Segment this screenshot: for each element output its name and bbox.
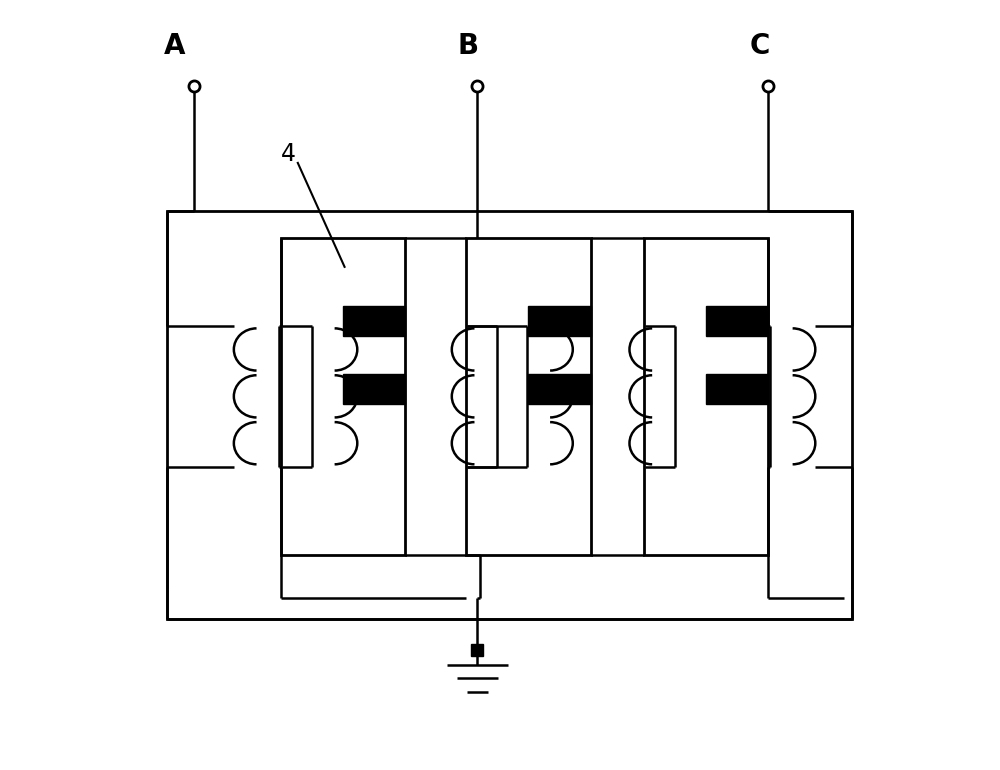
Text: 4: 4: [281, 142, 296, 166]
FancyBboxPatch shape: [167, 211, 852, 619]
FancyBboxPatch shape: [644, 238, 768, 555]
FancyBboxPatch shape: [706, 306, 768, 336]
FancyBboxPatch shape: [281, 238, 405, 555]
FancyBboxPatch shape: [466, 238, 591, 555]
Text: A: A: [164, 32, 186, 60]
Text: B: B: [458, 32, 479, 60]
FancyBboxPatch shape: [528, 306, 591, 336]
FancyBboxPatch shape: [343, 373, 405, 404]
FancyBboxPatch shape: [528, 373, 591, 404]
FancyBboxPatch shape: [706, 373, 768, 404]
Text: C: C: [749, 32, 770, 60]
FancyBboxPatch shape: [343, 306, 405, 336]
